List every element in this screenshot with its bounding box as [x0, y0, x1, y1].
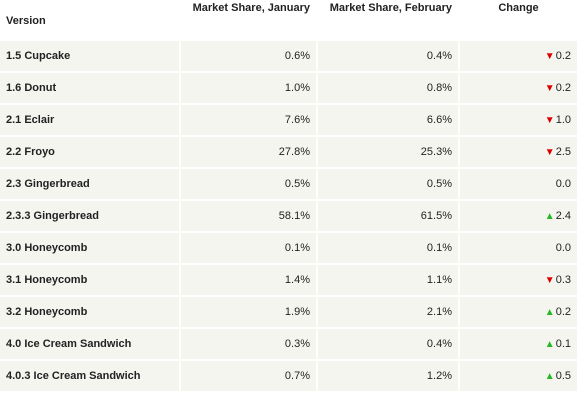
change-value: 0.1	[555, 338, 571, 350]
february-share-cell: 6.6%	[318, 105, 460, 137]
january-share-cell: 7.6%	[181, 105, 318, 137]
change-value: 0.0	[555, 178, 571, 190]
version-cell: 3.1 Honeycomb	[0, 265, 181, 297]
triangle-down-icon: ▼	[544, 51, 555, 62]
header-row: Version Market Share, January Market Sha…	[0, 2, 579, 41]
header-version: Version	[0, 2, 181, 41]
version-cell: 1.6 Donut	[0, 73, 181, 105]
header-market-share-january: Market Share, January	[181, 2, 318, 41]
january-share-cell: 27.8%	[181, 137, 318, 169]
triangle-down-icon: ▼	[544, 83, 555, 94]
triangle-up-icon: ▲	[544, 307, 555, 318]
february-share-cell: 0.4%	[318, 329, 460, 361]
version-cell: 3.0 Honeycomb	[0, 233, 181, 265]
version-cell: 2.3 Gingerbread	[0, 169, 181, 201]
change-cell: ▼0.3	[460, 265, 579, 297]
february-share-cell: 0.1%	[318, 233, 460, 265]
january-share-cell: 58.1%	[181, 201, 318, 233]
table-row: 2.3 Gingerbread 0.5% 0.5% 0.0	[0, 169, 579, 201]
change-cell: ▼0.2	[460, 41, 579, 73]
january-share-cell: 0.5%	[181, 169, 318, 201]
change-value: 0.0	[555, 242, 571, 254]
table-row: 3.0 Honeycomb 0.1% 0.1% 0.0	[0, 233, 579, 265]
change-cell: 0.0	[460, 233, 579, 265]
triangle-down-icon: ▼	[544, 115, 555, 126]
january-share-cell: 1.9%	[181, 297, 318, 329]
february-share-cell: 2.1%	[318, 297, 460, 329]
change-cell: 0.0	[460, 169, 579, 201]
table-row: 4.0.3 Ice Cream Sandwich 0.7% 1.2% ▲0.5	[0, 361, 579, 393]
change-value: 0.2	[555, 50, 571, 62]
triangle-up-icon: ▲	[544, 211, 555, 222]
table-row: 4.0 Ice Cream Sandwich 0.3% 0.4% ▲0.1	[0, 329, 579, 361]
table-body: 1.5 Cupcake 0.6% 0.4% ▼0.2 1.6 Donut 1.0% 0.8%…	[0, 41, 579, 393]
january-share-cell: 0.7%	[181, 361, 318, 393]
change-value: 1.0	[555, 114, 571, 126]
version-cell: 4.0.3 Ice Cream Sandwich	[0, 361, 181, 393]
triangle-up-icon: ▲	[544, 339, 555, 350]
change-cell: ▲2.4	[460, 201, 579, 233]
change-value: 0.5	[555, 370, 571, 382]
change-cell: ▲0.5	[460, 361, 579, 393]
february-share-cell: 0.4%	[318, 41, 460, 73]
table-row: 3.1 Honeycomb 1.4% 1.1% ▼0.3	[0, 265, 579, 297]
triangle-up-icon: ▲	[544, 371, 555, 382]
table-row: 1.6 Donut 1.0% 0.8% ▼0.2	[0, 73, 579, 105]
january-share-cell: 0.3%	[181, 329, 318, 361]
version-cell: 4.0 Ice Cream Sandwich	[0, 329, 181, 361]
change-cell: ▼1.0	[460, 105, 579, 137]
february-share-cell: 25.3%	[318, 137, 460, 169]
version-cell: 2.1 Eclair	[0, 105, 181, 137]
change-value: 0.2	[555, 306, 571, 318]
table-row: 2.2 Froyo 27.8% 25.3% ▼2.5	[0, 137, 579, 169]
change-cell: ▲0.2	[460, 297, 579, 329]
change-value: 0.3	[555, 274, 571, 286]
version-cell: 2.3.3 Gingerbread	[0, 201, 181, 233]
february-share-cell: 0.8%	[318, 73, 460, 105]
february-share-cell: 61.5%	[318, 201, 460, 233]
header-market-share-february: Market Share, February	[318, 2, 460, 41]
version-cell: 3.2 Honeycomb	[0, 297, 181, 329]
february-share-cell: 1.2%	[318, 361, 460, 393]
change-value: 2.5	[555, 146, 571, 158]
change-value: 2.4	[555, 210, 571, 222]
header-change: Change	[460, 2, 579, 41]
change-value: 0.2	[555, 82, 571, 94]
version-cell: 2.2 Froyo	[0, 137, 181, 169]
table-row: 1.5 Cupcake 0.6% 0.4% ▼0.2	[0, 41, 579, 73]
january-share-cell: 1.0%	[181, 73, 318, 105]
table-row: 2.3.3 Gingerbread 58.1% 61.5% ▲2.4	[0, 201, 579, 233]
january-share-cell: 1.4%	[181, 265, 318, 297]
triangle-down-icon: ▼	[544, 147, 555, 158]
market-share-table: Version Market Share, January Market Sha…	[0, 2, 579, 393]
change-cell: ▲0.1	[460, 329, 579, 361]
triangle-down-icon: ▼	[544, 275, 555, 286]
table-row: 2.1 Eclair 7.6% 6.6% ▼1.0	[0, 105, 579, 137]
february-share-cell: 0.5%	[318, 169, 460, 201]
version-cell: 1.5 Cupcake	[0, 41, 181, 73]
january-share-cell: 0.6%	[181, 41, 318, 73]
february-share-cell: 1.1%	[318, 265, 460, 297]
change-cell: ▼0.2	[460, 73, 579, 105]
change-cell: ▼2.5	[460, 137, 579, 169]
january-share-cell: 0.1%	[181, 233, 318, 265]
table-row: 3.2 Honeycomb 1.9% 2.1% ▲0.2	[0, 297, 579, 329]
